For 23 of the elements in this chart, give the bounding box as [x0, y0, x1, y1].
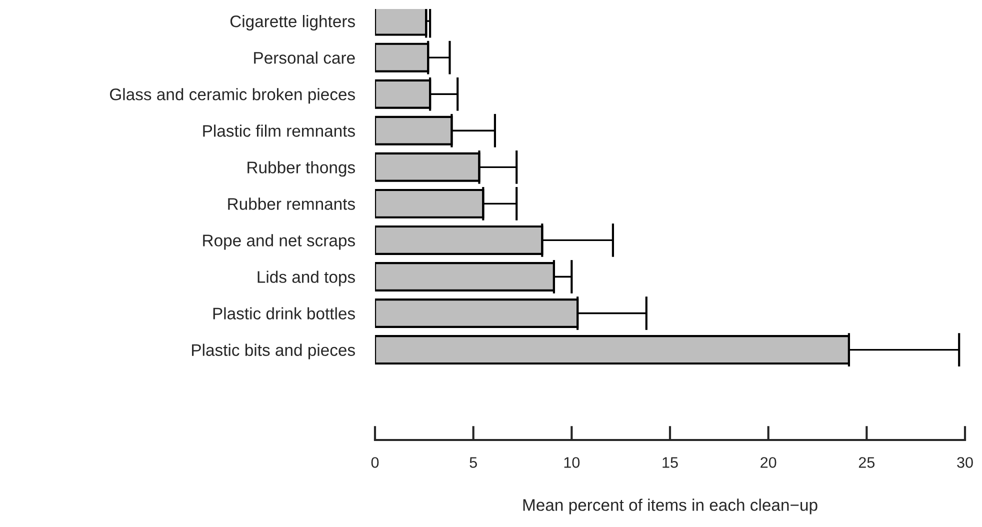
- y-tick-label: Personal care: [254, 52, 355, 64]
- x-tick-label: 20: [760, 457, 776, 468]
- x-tick-label: 15: [662, 457, 678, 468]
- y-tick-label: Rubber thongs: [248, 161, 355, 177]
- y-tick-label: Glass and ceramic broken pieces: [110, 88, 355, 104]
- x-tick-label: 25: [858, 457, 875, 468]
- x-tick-label: 30: [957, 457, 973, 468]
- x-tick-label: 10: [564, 457, 580, 468]
- x-axis-title: Mean percent of items in each clean−up: [523, 498, 818, 514]
- y-tick-label: Rubber remnants: [228, 198, 355, 210]
- y-tick-label: Plastic film remnants: [203, 124, 355, 137]
- y-tick-label: Plastic bits and pieces: [192, 344, 355, 360]
- y-tick-label: Rope and net scraps: [203, 234, 355, 250]
- y-tick-label: Lids and tops: [258, 270, 355, 286]
- bar: [375, 188, 484, 218]
- y-tick-label: Plastic drink bottles: [213, 307, 355, 320]
- x-tick-label: 5: [470, 457, 477, 468]
- bar: [375, 298, 579, 328]
- x-tick-label: 0: [371, 457, 379, 468]
- y-tick-label: Cigarette lighters: [230, 15, 355, 31]
- bar: [375, 152, 480, 182]
- bar: [375, 225, 544, 255]
- bar: [375, 116, 453, 146]
